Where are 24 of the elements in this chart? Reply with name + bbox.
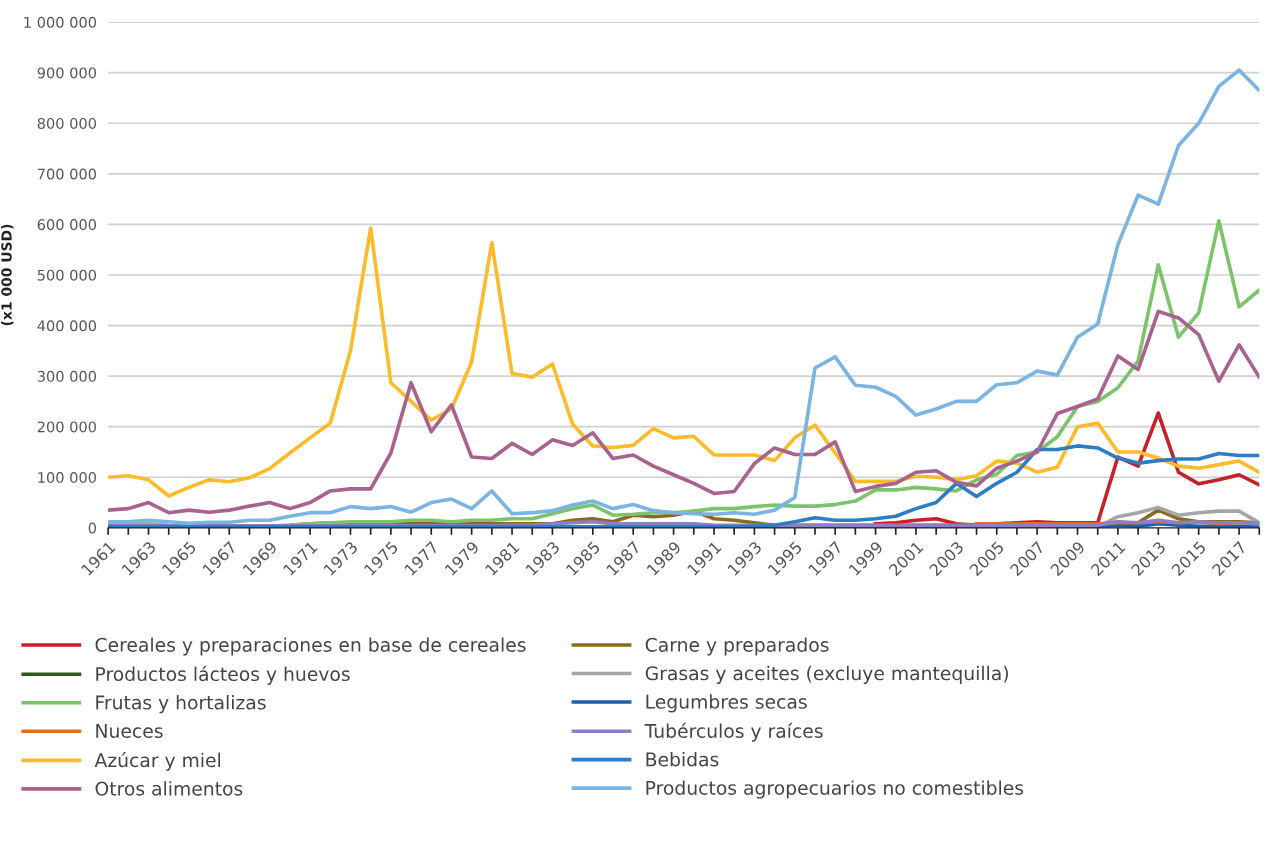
legend-label: Otros alimentos bbox=[95, 781, 243, 796]
y-tick-label: 800 000 bbox=[37, 117, 97, 129]
y-tick-label: 200 000 bbox=[37, 421, 97, 433]
legend-label: Nueces bbox=[96, 724, 163, 739]
legend-label: Azúcar y miel bbox=[94, 751, 221, 771]
legend-label: Carne y preparados bbox=[645, 637, 829, 656]
y-tick-label: 1 000 000 bbox=[24, 16, 97, 28]
legend-label: Grasas y aceites (excluye mantequilla) bbox=[645, 665, 1008, 684]
legend-label: Bebidas bbox=[646, 751, 719, 767]
legend-label: Cereales y preparaciones en base de cereales bbox=[95, 637, 526, 656]
y-tick-label: 100 000 bbox=[38, 471, 97, 484]
y-axis-title: (x1 000 USD) bbox=[1, 224, 14, 326]
y-tick-label: 900 000 bbox=[37, 67, 97, 79]
legend-label: Frutas y hortalizas bbox=[96, 695, 266, 714]
legend-label: Productos lácteos y huevos bbox=[96, 665, 350, 685]
legend-label: Legumbres secas bbox=[646, 694, 807, 713]
y-tick-label: 700 000 bbox=[37, 168, 97, 180]
y-tick-label: 600 000 bbox=[37, 219, 97, 231]
legend-label: Productos agropecuarios no comestibles bbox=[646, 780, 1024, 799]
y-tick-label: 400 000 bbox=[37, 320, 97, 332]
y-tick-label: 300 000 bbox=[37, 370, 97, 382]
y-tick-label: 500 000 bbox=[37, 269, 97, 281]
y-tick-label: 0 bbox=[88, 522, 97, 534]
legend-label: Tubérculos y raíces bbox=[644, 722, 823, 742]
